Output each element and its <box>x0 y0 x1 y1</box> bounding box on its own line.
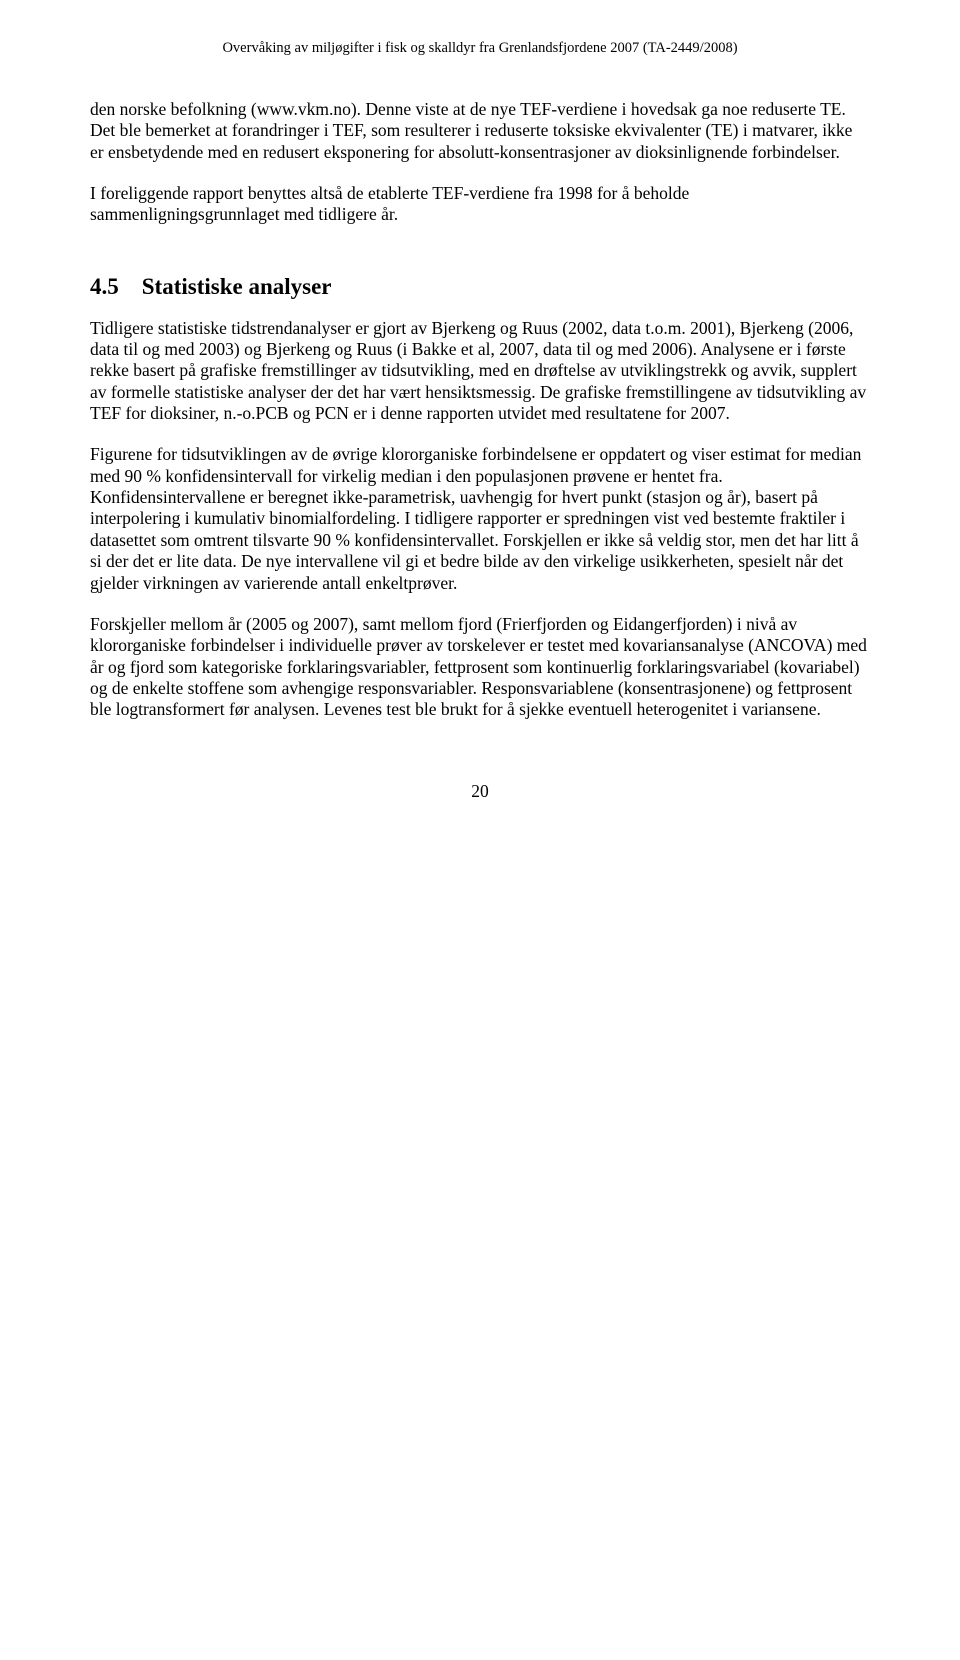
paragraph-5: Forskjeller mellom år (2005 og 2007), sa… <box>90 614 870 721</box>
page-header: Overvåking av miljøgifter i fisk og skal… <box>90 40 870 57</box>
section-heading-4-5: 4.5 Statistiske analyser <box>90 274 870 300</box>
paragraph-2: I foreliggende rapport benyttes altså de… <box>90 183 870 226</box>
paragraph-4: Figurene for tidsutviklingen av de øvrig… <box>90 444 870 593</box>
document-page: Overvåking av miljøgifter i fisk og skal… <box>0 0 960 842</box>
paragraph-1: den norske befolkning (www.vkm.no). Denn… <box>90 99 870 163</box>
page-number: 20 <box>90 781 870 802</box>
paragraph-3: Tidligere statistiske tidstrendanalyser … <box>90 318 870 425</box>
